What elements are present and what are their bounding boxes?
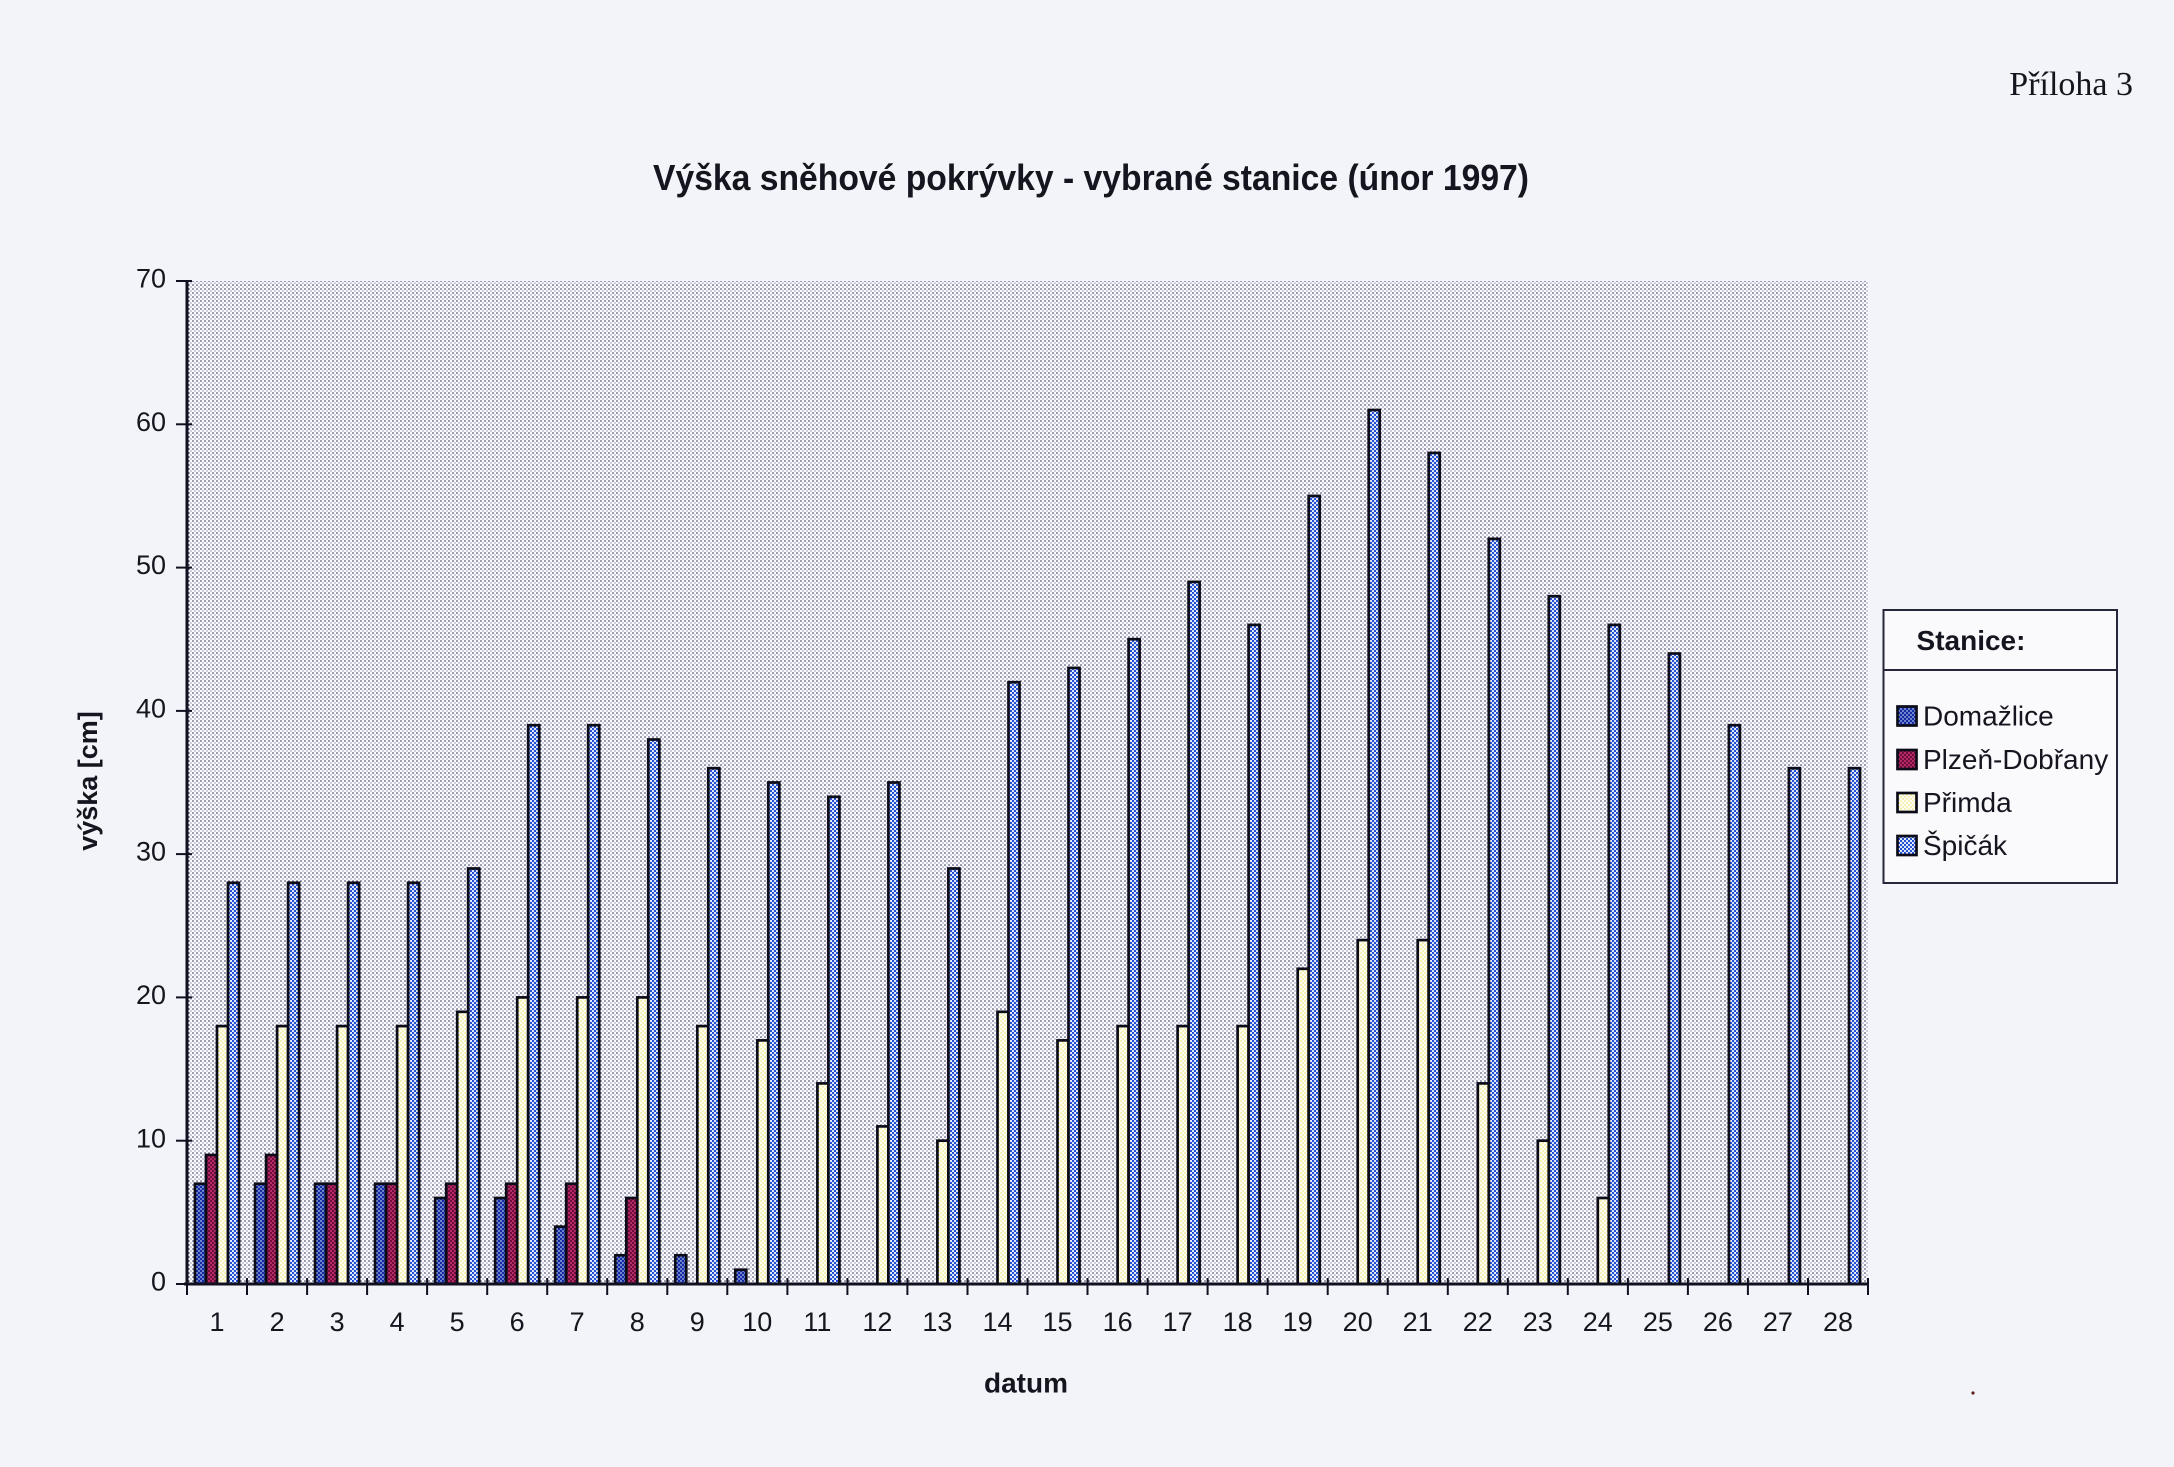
svg-text:0: 0 [151,1267,166,1297]
svg-text:60: 60 [136,407,166,437]
svg-text:19: 19 [1283,1307,1313,1337]
svg-text:Plzeň-Dobřany: Plzeň-Dobřany [1923,744,2108,775]
svg-text:22: 22 [1463,1307,1493,1337]
svg-text:výška [cm]: výška [cm] [73,711,103,851]
svg-text:23: 23 [1523,1307,1553,1337]
svg-text:70: 70 [136,264,166,294]
svg-text:50: 50 [136,550,166,580]
svg-text:24: 24 [1583,1307,1613,1337]
svg-text:11: 11 [803,1307,831,1337]
svg-text:30: 30 [136,837,166,867]
svg-text:Domažlice: Domažlice [1923,701,2054,732]
svg-text:datum: datum [984,1368,1068,1399]
svg-text:40: 40 [136,694,166,724]
svg-text:13: 13 [922,1307,952,1337]
svg-text:2: 2 [270,1307,285,1337]
svg-text:1: 1 [209,1307,224,1337]
svg-text:12: 12 [862,1307,892,1337]
svg-text:16: 16 [1103,1307,1133,1337]
svg-text:17: 17 [1163,1307,1193,1337]
svg-text:Stanice:: Stanice: [1917,625,2026,656]
svg-text:27: 27 [1763,1307,1793,1337]
svg-text:25: 25 [1643,1307,1673,1337]
svg-text:8: 8 [630,1307,645,1337]
svg-text:Příloha 3: Příloha 3 [2009,66,2133,103]
svg-text:20: 20 [136,980,166,1010]
svg-text:15: 15 [1042,1307,1072,1337]
svg-text:7: 7 [570,1307,585,1337]
svg-text:Špičák: Špičák [1923,830,2008,861]
svg-text:Přimda: Přimda [1923,787,2012,818]
svg-text:26: 26 [1703,1307,1733,1337]
svg-text:Výška sněhové pokrývky - vybra: Výška sněhové pokrývky - vybrané stanice… [653,157,1529,198]
svg-text:6: 6 [510,1307,525,1337]
svg-text:4: 4 [390,1307,405,1337]
svg-text:21: 21 [1403,1307,1433,1337]
svg-text:3: 3 [330,1307,345,1337]
svg-text:18: 18 [1223,1307,1253,1337]
svg-text:10: 10 [742,1307,772,1337]
svg-text:14: 14 [982,1307,1012,1337]
svg-text:9: 9 [690,1307,705,1337]
svg-text:10: 10 [136,1123,166,1153]
svg-text:5: 5 [450,1307,465,1337]
svg-text:28: 28 [1823,1307,1853,1337]
svg-text:20: 20 [1343,1307,1373,1337]
